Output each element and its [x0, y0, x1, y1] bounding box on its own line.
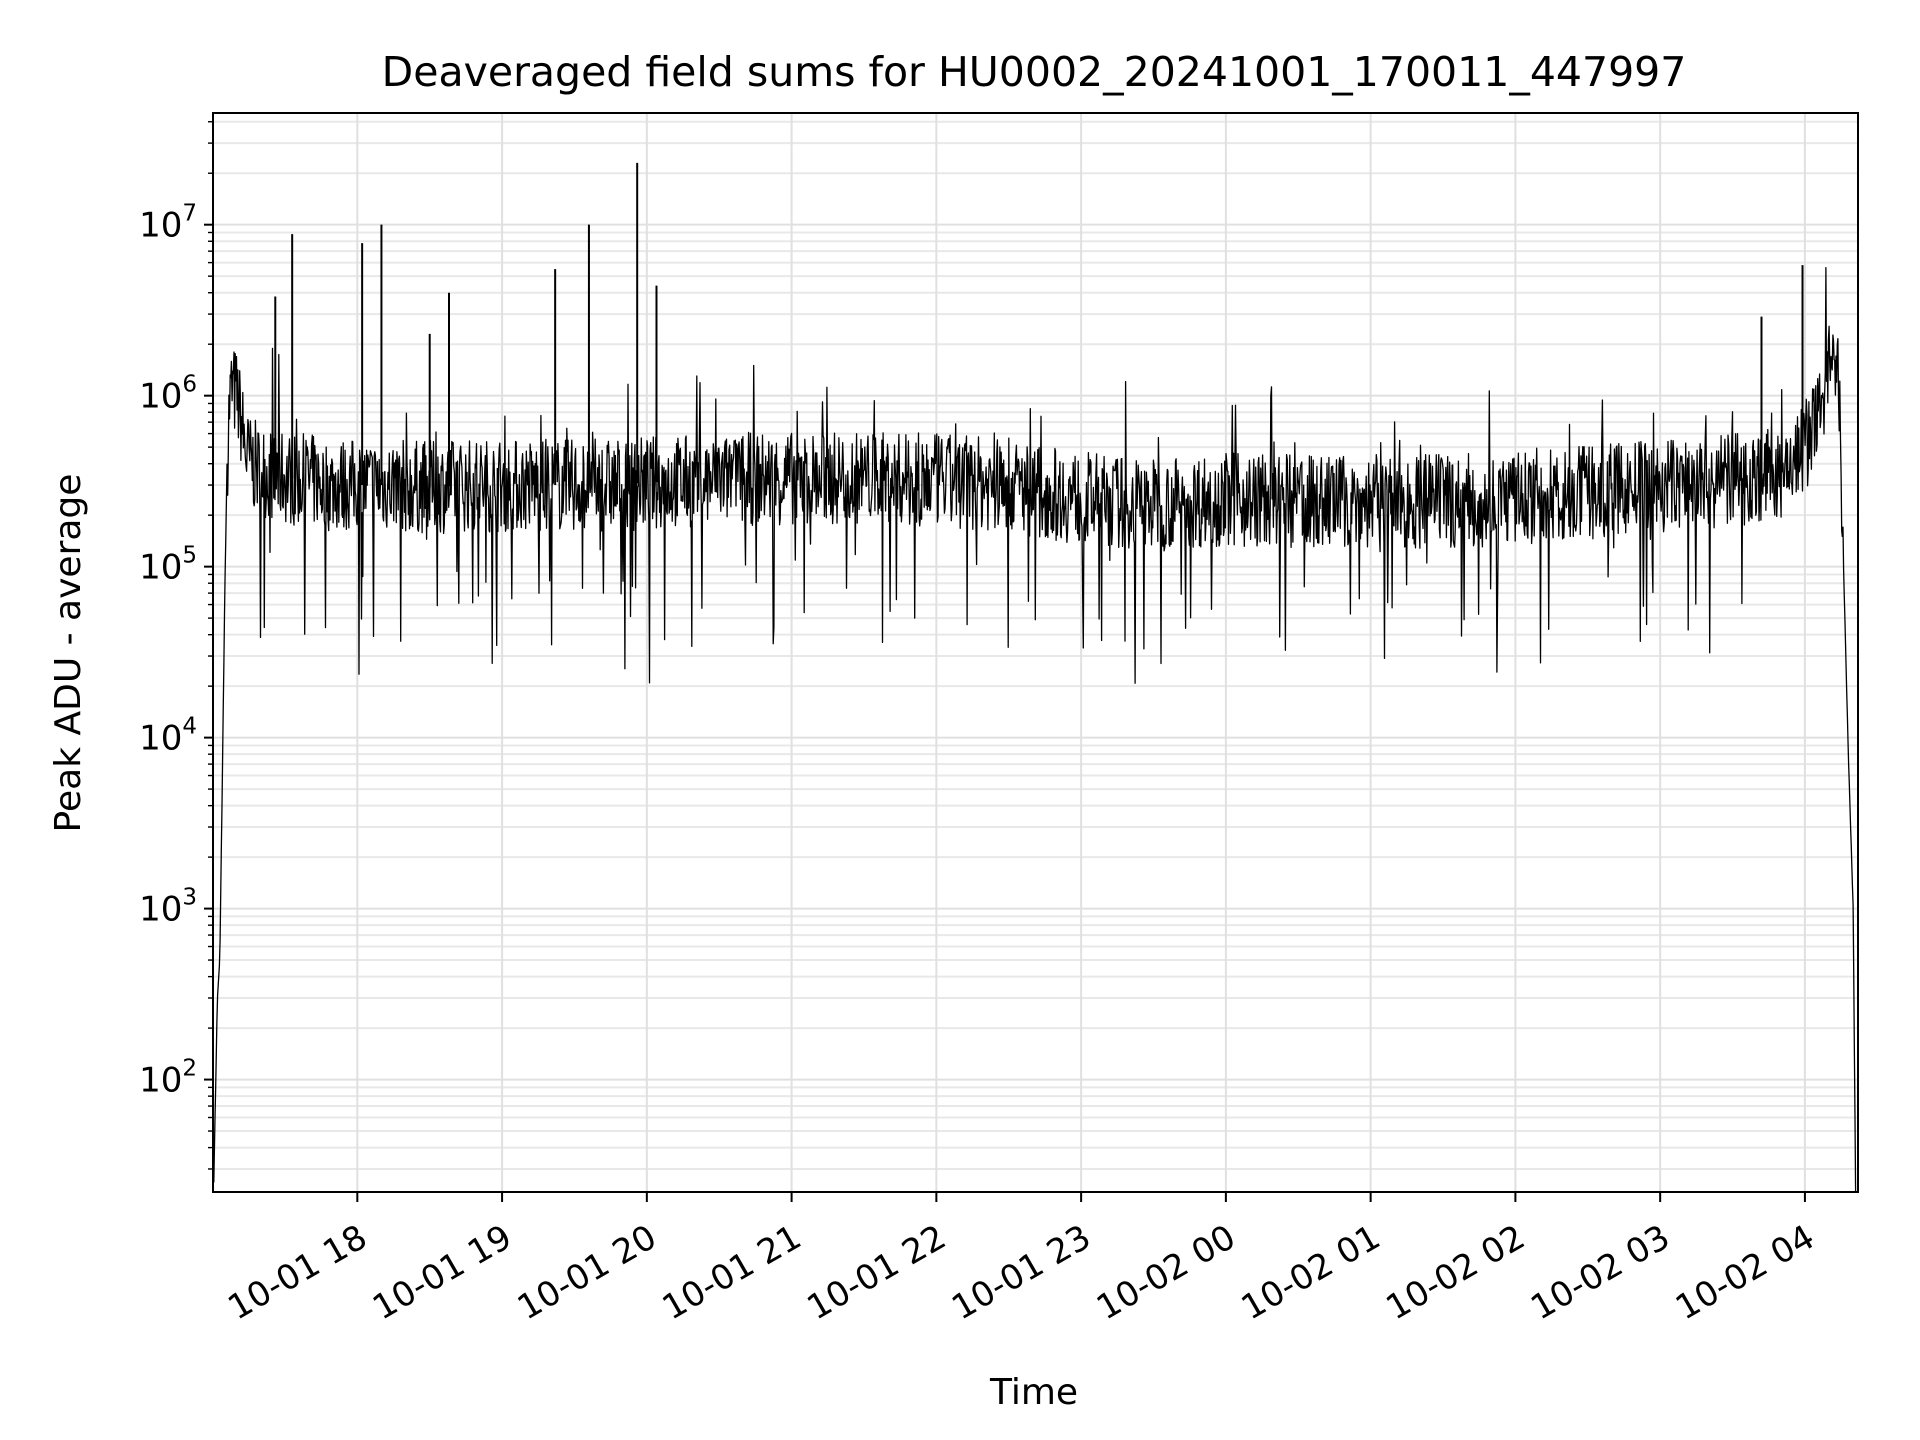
y-tick-label: 107: [139, 201, 197, 246]
y-tick-label: 106: [139, 372, 197, 417]
major-grid: [213, 113, 1858, 1192]
y-axis-ticks: 102 103 104 105 106 107: [139, 121, 213, 1170]
series-line: [213, 267, 1857, 1193]
minor-grid: [213, 120, 1858, 1170]
y-tick-label: 104: [139, 714, 197, 759]
y-tick-label: 103: [139, 885, 197, 930]
x-axis-label: Time: [989, 1372, 1078, 1413]
series-layer: [213, 162, 1857, 1193]
y-axis-label: Peak ADU - average: [48, 474, 89, 833]
y-tick-label: 105: [139, 543, 197, 588]
plot-frame: [212, 112, 1859, 1193]
y-tick-label: 102: [139, 1056, 197, 1101]
chart-title: Deaveraged field sums for HU0002_2024100…: [382, 48, 1687, 96]
